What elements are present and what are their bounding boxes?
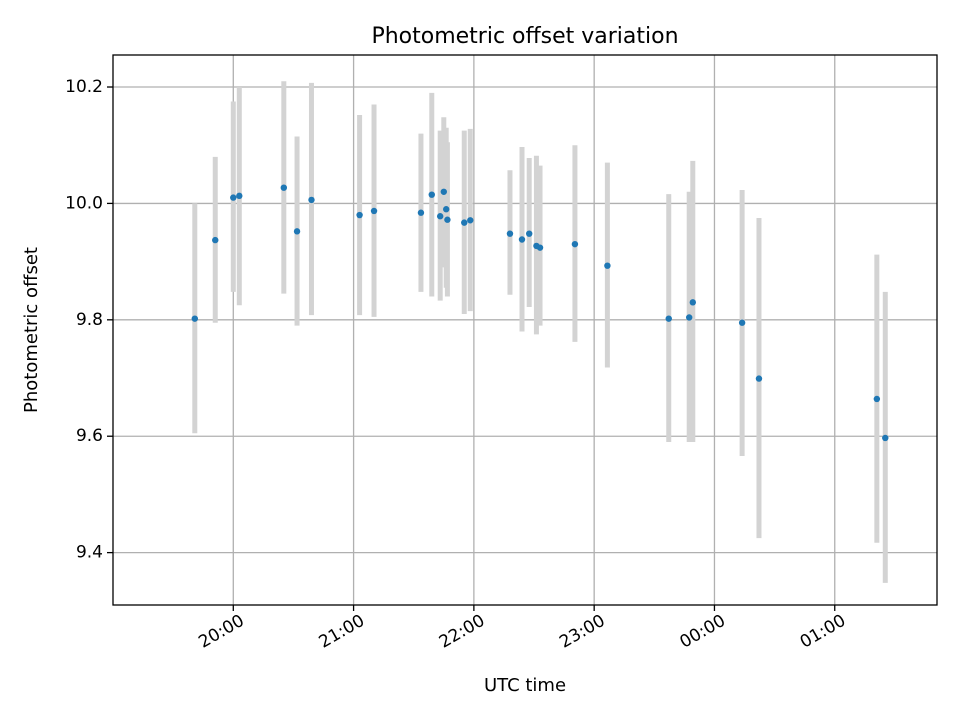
x-axis-label: UTC time: [484, 675, 566, 696]
data-points: [191, 184, 889, 442]
data-point: [356, 211, 363, 219]
data-point: [280, 184, 288, 191]
y-tick-label: 10.2: [65, 77, 103, 97]
data-point: [882, 434, 889, 442]
x-tick-label: 20:00: [195, 611, 247, 653]
data-point: [873, 395, 881, 403]
x-tick-label: 23:00: [556, 611, 608, 653]
data-point: [689, 299, 697, 306]
data-point: [443, 206, 450, 213]
data-point: [665, 315, 672, 322]
data-point: [230, 194, 237, 201]
data-point: [571, 240, 579, 248]
data-point: [440, 188, 448, 195]
y-tick-label: 9.8: [76, 310, 103, 330]
data-point: [526, 230, 533, 237]
y-tick-label: 10.0: [65, 193, 103, 213]
data-point: [370, 207, 378, 215]
data-point: [212, 236, 219, 244]
data-point: [293, 228, 301, 235]
x-tick-label: 22:00: [436, 611, 488, 653]
data-point: [536, 244, 544, 251]
chart-title: Photometric offset variation: [371, 24, 678, 49]
x-axis-ticks: 20:00 21:00 22:00 23:00 00:00 01:00: [195, 605, 849, 653]
data-point: [191, 315, 198, 322]
data-point: [506, 230, 514, 237]
data-point: [604, 262, 611, 269]
data-point: [461, 219, 468, 226]
x-tick-label: 00:00: [677, 611, 729, 653]
x-tick-label: 01:00: [797, 611, 849, 653]
data-point: [428, 191, 435, 198]
data-point: [755, 375, 763, 382]
grid-lines: [113, 55, 937, 605]
data-point: [685, 314, 693, 321]
data-point: [518, 236, 526, 243]
x-tick-label: 21:00: [316, 611, 368, 653]
y-axis-ticks: 9.4 9.6 9.8 10.0 10.2: [65, 77, 113, 563]
data-point: [236, 192, 243, 200]
data-point: [417, 209, 425, 216]
data-point: [308, 196, 315, 204]
data-point: [436, 213, 444, 220]
data-point: [738, 319, 746, 326]
data-point: [444, 216, 451, 223]
y-tick-label: 9.6: [76, 426, 103, 446]
plot-frame: [112, 54, 938, 606]
y-tick-label: 9.4: [76, 543, 103, 563]
data-point: [467, 217, 474, 224]
y-axis-label: Photometric offset: [21, 247, 42, 413]
error-bars: [192, 81, 888, 583]
